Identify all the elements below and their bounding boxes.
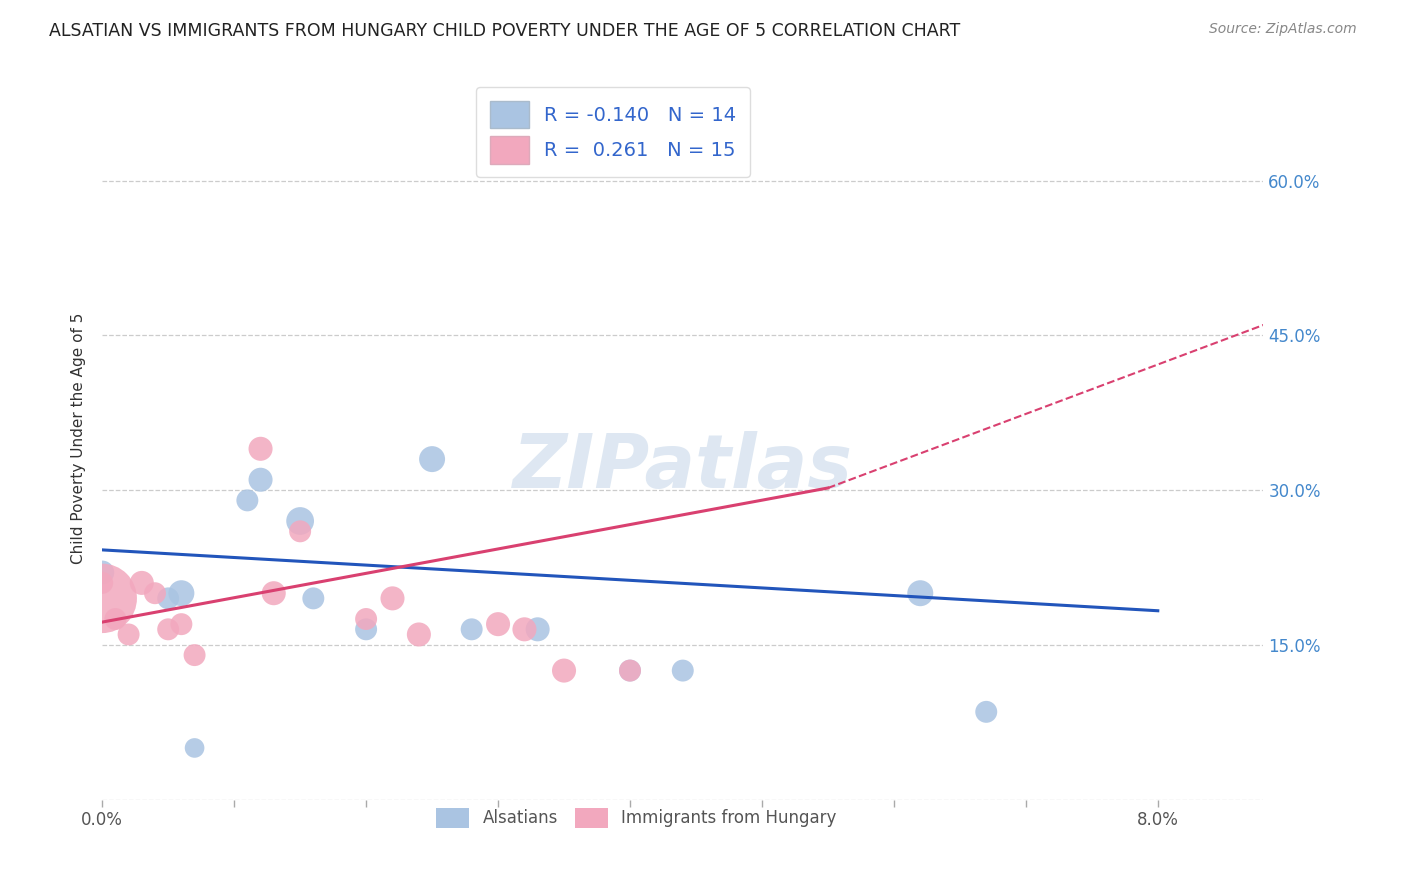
Point: [143, 586, 166, 600]
Point: [263, 586, 285, 600]
Point: [619, 664, 641, 678]
Point: [249, 442, 271, 456]
Point: [157, 623, 180, 637]
Point: [288, 524, 311, 539]
Point: [460, 623, 482, 637]
Point: [183, 741, 205, 756]
Y-axis label: Child Poverty Under the Age of 5: Child Poverty Under the Age of 5: [72, 313, 86, 564]
Point: [513, 623, 536, 637]
Point: [910, 586, 932, 600]
Point: [619, 664, 641, 678]
Point: [91, 591, 114, 606]
Point: [183, 648, 205, 662]
Point: [117, 627, 139, 641]
Point: [157, 591, 180, 606]
Point: [486, 617, 509, 632]
Point: [288, 514, 311, 528]
Text: ALSATIAN VS IMMIGRANTS FROM HUNGARY CHILD POVERTY UNDER THE AGE OF 5 CORRELATION: ALSATIAN VS IMMIGRANTS FROM HUNGARY CHIL…: [49, 22, 960, 40]
Point: [91, 575, 114, 590]
Legend: Alsatians, Immigrants from Hungary: Alsatians, Immigrants from Hungary: [429, 801, 844, 835]
Point: [91, 566, 114, 580]
Point: [974, 705, 997, 719]
Point: [553, 664, 575, 678]
Point: [302, 591, 325, 606]
Point: [354, 612, 377, 626]
Point: [249, 473, 271, 487]
Text: Source: ZipAtlas.com: Source: ZipAtlas.com: [1209, 22, 1357, 37]
Point: [354, 623, 377, 637]
Point: [408, 627, 430, 641]
Point: [658, 158, 681, 172]
Point: [236, 493, 259, 508]
Point: [526, 623, 548, 637]
Point: [672, 664, 695, 678]
Point: [420, 452, 443, 467]
Point: [170, 617, 193, 632]
Point: [104, 612, 127, 626]
Point: [170, 586, 193, 600]
Point: [381, 591, 404, 606]
Point: [131, 575, 153, 590]
Text: ZIPatlas: ZIPatlas: [513, 431, 853, 504]
